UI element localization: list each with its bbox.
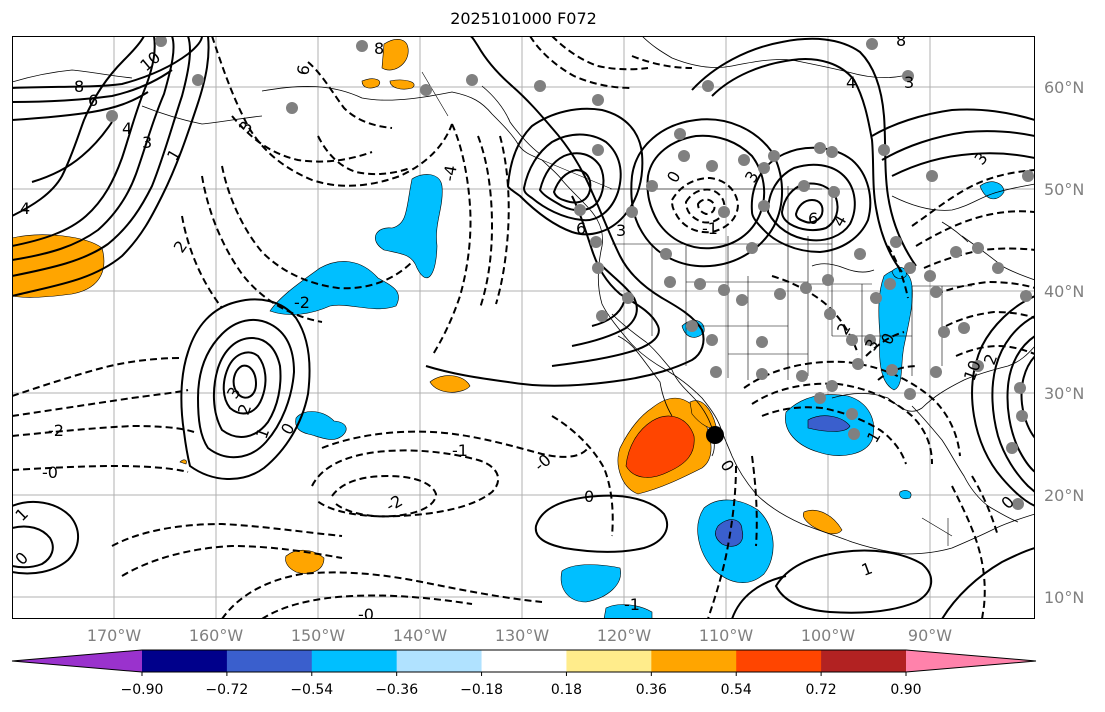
colorbar-extend-high xyxy=(906,650,1036,672)
contour-label: 8 xyxy=(896,36,906,50)
colorbar-tick-label: −0.36 xyxy=(375,682,419,698)
navy-area-gulf-mexico xyxy=(807,415,851,432)
colorbar-segment xyxy=(821,650,907,672)
orange-area-pac xyxy=(285,549,325,574)
contour-label: -1 xyxy=(624,595,640,614)
colorbar-extend-low xyxy=(12,650,142,672)
contour-label: 3 xyxy=(616,221,626,240)
lon-label-100w: 100°W xyxy=(800,626,856,645)
contour-label: 6 xyxy=(808,209,818,228)
blue-area-gulf-ak xyxy=(374,174,443,279)
colorbar-segment xyxy=(481,650,567,672)
lat-label-30n: 30°N xyxy=(1044,384,1085,403)
lon-label-120w: 120°W xyxy=(596,626,652,645)
lat-label-40n: 40°N xyxy=(1044,282,1085,301)
navy-area-baja-south xyxy=(715,519,744,547)
lon-label-170w: 170°W xyxy=(86,626,142,645)
colorbar-segment xyxy=(651,650,737,672)
contour-label: -1 xyxy=(452,441,468,460)
colorbar-tick-label: −0.90 xyxy=(120,682,164,698)
contour-label: -2 xyxy=(294,293,310,312)
orange-area-alaska-2 xyxy=(361,78,381,89)
contour-label: 6 xyxy=(576,219,586,238)
negative-contours xyxy=(12,36,1035,619)
colorbar-segment xyxy=(396,650,483,672)
map-panel: 8 10 8 6 4 3 1 4 2 6 -4 3 -2 3 2 1 0 -2 … xyxy=(12,36,1035,619)
contour-label: 3 xyxy=(142,133,152,152)
colorbar-tick-label: 0.54 xyxy=(720,682,752,698)
map-frame xyxy=(12,36,1035,619)
blue-area-south-2 xyxy=(603,604,653,619)
contour-label: 4 xyxy=(122,119,132,138)
contour-label: 4 xyxy=(20,199,30,218)
contour-label: 0 xyxy=(584,487,594,506)
colorbar-tick-label: 0.72 xyxy=(805,682,837,698)
orange-speck xyxy=(179,459,187,465)
lat-label-10n: 10°N xyxy=(1044,588,1085,607)
contour-label: -4 xyxy=(439,164,460,183)
lat-label-60n: 60°N xyxy=(1044,78,1085,97)
blue-area-hawaii-east xyxy=(295,411,347,440)
blue-area-mississippi xyxy=(878,269,913,391)
lon-label-90w: 90°W xyxy=(907,626,953,645)
colorbar-segment xyxy=(226,650,313,672)
lon-label-110w: 110°W xyxy=(698,626,754,645)
colorbar-segment xyxy=(142,650,228,672)
contour-label: 6 xyxy=(88,91,98,110)
contour-label: -0 xyxy=(358,605,374,619)
colorbar-segment xyxy=(311,650,398,672)
colorbar-tick-label: −0.54 xyxy=(290,682,334,698)
contour-label: 6 xyxy=(293,63,313,76)
lon-label-160w: 160°W xyxy=(188,626,244,645)
contour-label: -0 xyxy=(42,463,58,482)
colorbar-tick-label: −0.18 xyxy=(460,682,503,698)
lat-label-50n: 50°N xyxy=(1044,180,1085,199)
colorbar xyxy=(11,649,1037,676)
orange-area-mid xyxy=(429,375,471,393)
orange-area-alaska-1 xyxy=(381,39,409,71)
orange-area-alaska-3 xyxy=(389,79,415,90)
red-area-baja xyxy=(625,415,695,478)
plot-title: 2025101000 F072 xyxy=(450,9,597,28)
contour-label: 4 xyxy=(846,73,856,92)
blue-area-nw-speck xyxy=(899,490,912,500)
lon-label-150w: 150°W xyxy=(290,626,346,645)
positive-contours xyxy=(12,36,1035,619)
contour-label: 8 xyxy=(374,39,384,58)
target-location-dot xyxy=(706,426,724,444)
colorbar-segment xyxy=(736,650,822,672)
colorbar-tick-label: −0.72 xyxy=(205,682,249,698)
lat-label-20n: 20°N xyxy=(1044,486,1085,505)
colorbar-tick-label: 0.90 xyxy=(890,682,922,698)
station-markers xyxy=(106,36,1034,510)
contour-label: -1 xyxy=(702,219,718,238)
lon-label-130w: 130°W xyxy=(494,626,550,645)
contour-label: 3 xyxy=(904,73,914,92)
blue-area-south-1 xyxy=(560,564,621,603)
colorbar-tick-label: 0.18 xyxy=(550,682,583,698)
lon-label-140w: 140°W xyxy=(392,626,448,645)
contour-label: 8 xyxy=(74,77,84,96)
colorbar-segment xyxy=(566,650,652,672)
contour-label: -2 xyxy=(48,421,64,440)
colorbar-tick-label: 0.36 xyxy=(635,682,667,698)
